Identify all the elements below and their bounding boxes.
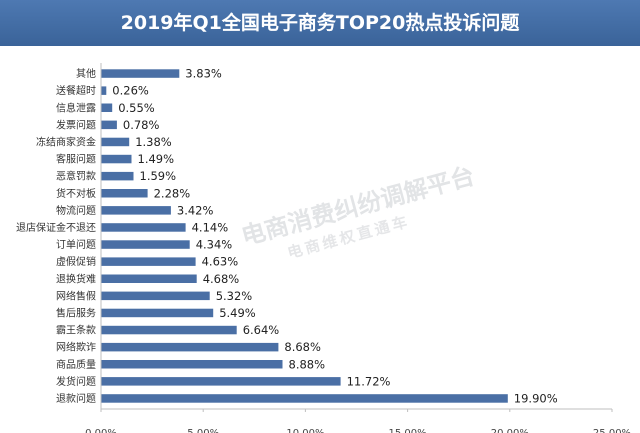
- bar-6: [101, 171, 134, 181]
- category-label: 退款问题: [56, 392, 96, 405]
- x-tick-label: 20.00%: [491, 428, 529, 433]
- bar-group: [101, 69, 508, 403]
- bar-18: [101, 377, 341, 386]
- value-label: 1.59%: [140, 169, 177, 183]
- bar-13: [101, 291, 210, 301]
- category-label: 送餐超时: [56, 84, 96, 97]
- category-label: 其他: [76, 67, 96, 80]
- x-tick-label: 10.00%: [286, 428, 324, 433]
- bar-5: [101, 154, 132, 164]
- bar-10: [101, 240, 190, 249]
- value-label: 3.42%: [177, 203, 214, 217]
- value-label: 19.90%: [514, 392, 558, 406]
- bar-17: [101, 360, 283, 369]
- bar-4: [101, 137, 130, 147]
- category-label: 退换货难: [56, 272, 96, 285]
- category-label: 订单问题: [56, 238, 96, 251]
- bar-0: [101, 69, 180, 78]
- chart-title: 2019年Q1全国电子商务TOP20热点投诉问题: [120, 12, 520, 34]
- category-label: 网络售假: [56, 289, 96, 302]
- category-label: 信息泄露: [56, 101, 96, 114]
- value-label: 4.14%: [192, 221, 229, 235]
- value-label: 0.26%: [112, 84, 149, 98]
- value-label: 5.49%: [219, 306, 256, 320]
- category-label: 冻结商家资金: [36, 136, 96, 149]
- bar-19: [101, 394, 508, 403]
- bar-8: [101, 206, 171, 215]
- value-label: 0.55%: [118, 101, 155, 115]
- value-label: 6.64%: [243, 323, 280, 337]
- value-labels: 3.83% 0.26% 0.55% 0.78% 1.38% 1.49% 1.59% 2.28%…: [112, 67, 557, 406]
- value-label: 1.49%: [138, 152, 175, 166]
- category-label: 客服问题: [56, 153, 96, 166]
- value-label: 3.83%: [185, 67, 222, 81]
- bar-1: [101, 86, 107, 95]
- bar-16: [101, 342, 279, 352]
- category-label: 网络欺诈: [56, 341, 96, 354]
- category-label: 恶意罚款: [56, 170, 96, 183]
- bar-11: [101, 257, 196, 266]
- bar-chart: 电商消费纠纷调解平台 电商维权直通车 其他送餐超时信息泄露发票问题冻结商家资金客…: [16, 63, 631, 433]
- category-label: 商品质量: [56, 358, 96, 371]
- value-label: 4.63%: [202, 255, 239, 269]
- category-label: 退店保证金不退还: [16, 221, 96, 234]
- value-label: 8.68%: [284, 340, 321, 354]
- category-label: 虚假促销: [56, 255, 96, 268]
- category-label: 发票问题: [56, 118, 96, 131]
- x-tick-label: 0.00%: [85, 428, 117, 433]
- bar-9: [101, 223, 186, 232]
- category-label: 霸王条款: [56, 324, 96, 337]
- value-label: 2.28%: [154, 186, 191, 200]
- value-label: 4.34%: [196, 238, 233, 252]
- bar-7: [101, 189, 148, 198]
- category-label: 售后服务: [56, 307, 96, 320]
- bar-15: [101, 325, 237, 335]
- watermark: 电商消费纠纷调解平台 电商维权直通车: [238, 162, 477, 262]
- category-label: 发货问题: [56, 375, 96, 388]
- bar-14: [101, 308, 214, 318]
- x-axis: 0.00% 5.00% 10.00% 15.00% 20.00% 25.00%: [85, 63, 631, 433]
- title-banner: 2019年Q1全国电子商务TOP20热点投诉问题: [0, 0, 640, 46]
- bar-3: [101, 120, 117, 130]
- bar-12: [101, 274, 197, 283]
- value-label: 1.38%: [135, 135, 172, 149]
- value-label: 8.88%: [289, 357, 326, 371]
- value-label: 4.68%: [203, 272, 240, 286]
- value-label: 5.32%: [216, 289, 253, 303]
- value-label: 0.78%: [123, 118, 160, 132]
- x-tick-label: 5.00%: [187, 428, 219, 433]
- value-label: 11.72%: [347, 374, 391, 388]
- x-tick-label: 25.00%: [593, 428, 631, 433]
- bar-2: [101, 103, 113, 112]
- category-label: 物流问题: [56, 204, 96, 217]
- x-tick-label: 15.00%: [389, 428, 427, 433]
- category-labels: 其他送餐超时信息泄露发票问题冻结商家资金客服问题恶意罚款货不对板物流问题退店保证…: [16, 67, 96, 405]
- category-label: 货不对板: [56, 187, 96, 200]
